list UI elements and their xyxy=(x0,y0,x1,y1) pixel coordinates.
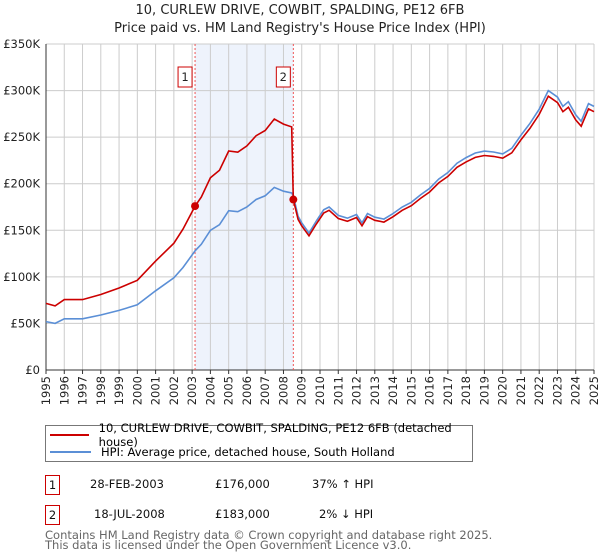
legend-item-hpi: HPI: Average price, detached house, Sout… xyxy=(50,444,395,460)
sale-marker-label: 1 xyxy=(181,70,188,84)
footer-copyright: Contains HM Land Registry data © Crown c… xyxy=(45,528,493,542)
y-tick-label: £50K xyxy=(11,316,41,330)
x-tick-label: 2014 xyxy=(386,376,400,405)
sale-hpi-diff: 37% ↑ HPI xyxy=(312,477,374,491)
chart-title: 10, CURLEW DRIVE, COWBIT, SPALDING, PE12… xyxy=(135,3,465,18)
x-tick-label: 2007 xyxy=(258,376,272,405)
ownership-period-band xyxy=(195,44,294,370)
legend: 10, CURLEW DRIVE, COWBIT, SPALDING, PE12… xyxy=(45,421,473,462)
x-tick-label: 2017 xyxy=(441,376,455,405)
y-tick-label: £200K xyxy=(3,177,40,191)
legend-label: 10, CURLEW DRIVE, COWBIT, SPALDING, PE12… xyxy=(98,421,452,449)
x-tick-label: 2013 xyxy=(368,376,382,405)
x-tick-label: 1999 xyxy=(112,376,126,405)
x-tick-label: 2024 xyxy=(569,376,583,405)
sale-point xyxy=(289,195,298,204)
x-tick-label: 1998 xyxy=(94,376,108,405)
sale-hpi-diff: 2% ↓ HPI xyxy=(319,507,374,521)
sale-marker-badge: 2 xyxy=(45,505,60,525)
y-tick-label: £100K xyxy=(3,270,40,284)
x-tick-label: 2015 xyxy=(404,376,418,405)
x-tick-label: 2019 xyxy=(477,376,491,405)
sale-marker-box xyxy=(275,66,291,88)
x-tick-label: 2004 xyxy=(203,376,217,405)
x-tick-label: 2003 xyxy=(185,376,199,405)
footer: Contains HM Land Registry data © Crown c… xyxy=(45,528,493,552)
sale-marker-badge: 1 xyxy=(45,475,60,495)
x-tick-label: 2011 xyxy=(331,376,345,405)
legend-label: HPI: Average price, detached house, Sout… xyxy=(101,445,395,459)
x-tick-label: 2009 xyxy=(295,376,309,405)
y-tick-label: £250K xyxy=(3,130,40,144)
sale-date: 18-JUL-2008 xyxy=(94,507,165,521)
x-tick-label: 2012 xyxy=(350,376,364,405)
legend-swatch-blue xyxy=(50,451,91,453)
legend-item-property: 10, CURLEW DRIVE, COWBIT, SPALDING, PE12… xyxy=(50,421,472,449)
sale-marker-label: 2 xyxy=(280,70,287,84)
x-tick-label: 1995 xyxy=(39,376,53,405)
x-tick-label: 2023 xyxy=(550,376,564,405)
x-tick-label: 1997 xyxy=(76,376,90,405)
x-tick-label: 2016 xyxy=(423,376,437,405)
hpi-series-line xyxy=(45,89,595,325)
sale-point xyxy=(191,202,200,211)
sale-marker-box xyxy=(177,66,193,88)
x-tick-label: 1996 xyxy=(57,376,71,405)
x-tick-label: 2005 xyxy=(222,376,236,405)
sale-date: 28-FEB-2003 xyxy=(90,477,164,491)
y-tick-label: £0 xyxy=(25,363,40,377)
sale-price: £183,000 xyxy=(215,507,270,521)
x-tick-label: 2010 xyxy=(313,376,327,405)
x-tick-label: 2022 xyxy=(532,376,546,405)
x-tick-label: 2025 xyxy=(587,376,600,405)
sale-price: £176,000 xyxy=(215,477,270,491)
x-tick-label: 2006 xyxy=(240,376,254,405)
line-chart: 1995 1996 1997 1998 1999 2000 2001 2002 2003 2004… xyxy=(3,37,600,405)
footer-licence: This data is licensed under the Open Gov… xyxy=(45,538,412,552)
chart-subtitle: Price paid vs. HM Land Registry's House … xyxy=(114,21,486,36)
y-tick-label: £150K xyxy=(3,223,40,237)
legend-swatch-red xyxy=(50,434,89,436)
x-tick-label: 2021 xyxy=(514,376,528,405)
x-tick-label: 2002 xyxy=(167,376,181,405)
x-tick-label: 2001 xyxy=(149,376,163,405)
y-tick-label: £300K xyxy=(3,84,40,98)
x-tick-label: 2000 xyxy=(130,376,144,405)
x-tick-label: 2018 xyxy=(459,376,473,405)
y-tick-label: £350K xyxy=(3,37,40,51)
x-tick-label: 2008 xyxy=(276,376,290,405)
x-tick-label: 2020 xyxy=(496,376,510,405)
